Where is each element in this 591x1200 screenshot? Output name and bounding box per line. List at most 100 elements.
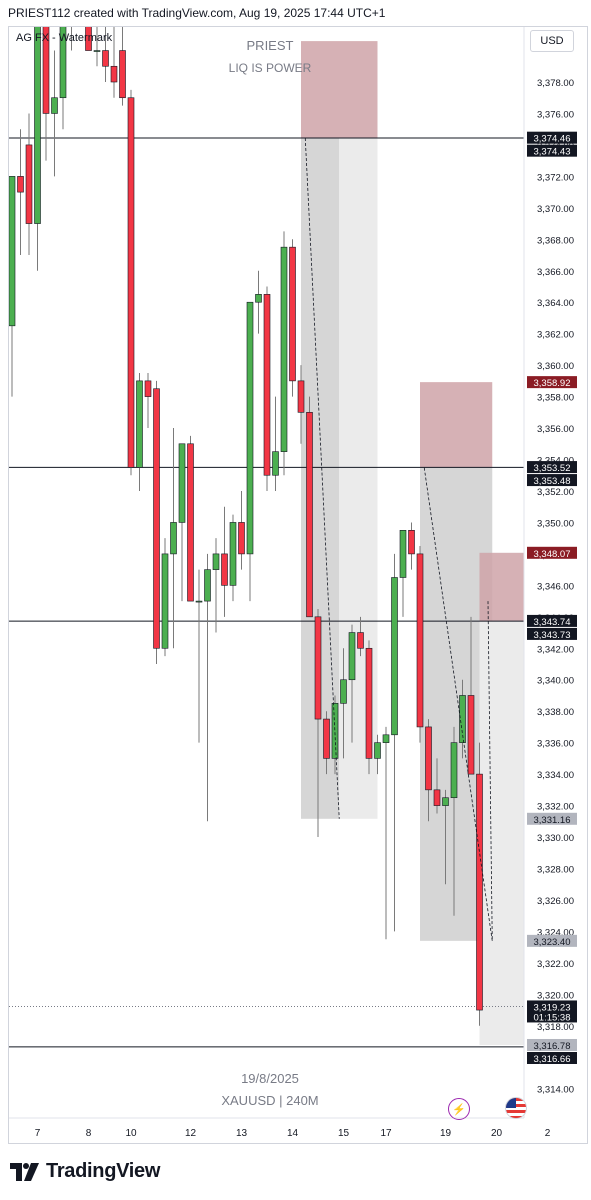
candle-body [144,380,152,397]
candle-7 [71,27,72,51]
price-label: 3,374.46 [527,131,577,145]
chart-center-title: PRIEST [247,38,294,53]
candle-body [399,530,407,578]
y-tick-label: 3,324.00 [537,927,574,938]
price-label: 3,343.74 [527,614,577,628]
candle-31 [272,396,279,491]
y-tick-label: 3,320.00 [537,990,574,1001]
candle-body [17,176,24,193]
price-label: 3,316.78 [527,1038,577,1052]
price-label-text: 3,374.46 [534,134,571,145]
candle-body [178,443,186,523]
us-flag-icon[interactable] [505,1097,527,1119]
price-label-text: 3,358.92 [534,378,571,389]
currency-button[interactable]: USD [530,30,574,52]
y-tick-label: 3,364.00 [537,298,574,309]
price-label-bg [527,546,577,559]
y-tick-label: 3,340.00 [537,676,574,687]
plot-area: PRIEST LIQ IS POWER 19/8/2025 XAUUSD | 240M [9,27,524,1108]
candle-33 [289,239,296,397]
y-tick-label: 3,330.00 [537,833,574,844]
candle-body [246,301,254,555]
candle-body [280,246,288,452]
candle-10 [93,27,101,67]
candle-26 [229,514,237,602]
price-label-text: 3,319.23 [534,1002,571,1013]
candle-35 [306,396,313,618]
lightning-icon[interactable]: ⚡ [448,1098,470,1120]
dashed-path-0 [304,137,340,819]
candle-body [153,388,160,649]
y-tick-label: 3,336.00 [537,739,574,750]
chart-header: PRIEST112 created with TradingView.com, … [8,6,386,20]
price-label-bg [527,1038,577,1051]
candle-5 [51,50,58,177]
y-tick-label: 3,338.00 [537,707,574,718]
candle-1 [17,129,24,256]
candle-28 [246,301,254,602]
price-label-bg [527,131,577,144]
candle-body [357,632,364,649]
candle-body [161,553,169,649]
x-tick-label: 7 [35,1128,41,1139]
y-tick-label: 3,356.00 [537,424,574,435]
candle-43 [374,734,381,775]
price-label-text: 3,316.66 [534,1054,571,1065]
candle-29 [255,270,262,334]
candle-13 [119,27,126,106]
x-tick-label: 19 [440,1128,452,1139]
x-tick-label: 2 [545,1128,551,1139]
x-tick-label: 14 [287,1128,299,1139]
candle-18 [161,538,169,657]
candle-11 [102,27,109,82]
y-tick-label: 3,350.00 [537,518,574,529]
y-tick-label: 3,334.00 [537,770,574,781]
price-label-bg [527,474,577,487]
candle-23 [204,553,211,822]
price-label: 3,358.92 [527,376,577,389]
price-label: 3,323.40 [527,934,577,948]
price-label: 3,331.16 [527,812,577,826]
candle-21 [187,435,194,602]
candle-body [340,679,347,704]
candle-body [433,789,441,806]
candle-41 [357,616,364,657]
candle-19 [170,428,177,649]
candle-body [85,27,92,51]
y-tick-label: 3,326.00 [537,896,574,907]
candle-body [127,97,135,468]
candle-4 [42,27,50,161]
price-label-bg [527,614,577,627]
price-label: 3,348.07 [527,546,577,560]
y-tick-label: 3,354.00 [537,456,574,467]
price-label-bg [527,376,577,389]
candle-27 [238,490,245,570]
candle-body [93,50,101,52]
candle-body [391,577,398,736]
candle-50 [433,758,441,814]
price-label: 3,353.52 [527,461,577,474]
candle-body [170,522,177,555]
price-label-bg [527,934,577,947]
candlestick-chart[interactable]: PRIEST LIQ IS POWER 19/8/2025 XAUUSD | 240M… [0,0,591,1150]
candle-body [459,695,466,743]
y-tick-label: 3,368.00 [537,235,574,246]
candle-2 [25,113,33,256]
candle-body [34,27,41,224]
candle-body [425,726,432,791]
price-label-text: 3,343.73 [534,630,571,641]
candle-45 [391,553,398,932]
candle-body [442,797,449,806]
y-tick-label: 3,318.00 [537,1022,574,1033]
price-label-bg [527,461,577,474]
y-tick-label: 3,370.00 [537,204,574,215]
candle-30 [263,286,271,491]
price-label: 3,374.43 [527,144,577,158]
candle-6 [59,27,67,130]
price-label-bg [527,144,577,157]
x-tick-label: 12 [185,1128,197,1139]
range-box-2 [479,620,524,1045]
candle-body [102,50,109,67]
candle-body [348,632,356,681]
chart-bottom-date: 19/8/2025 [241,1071,299,1086]
